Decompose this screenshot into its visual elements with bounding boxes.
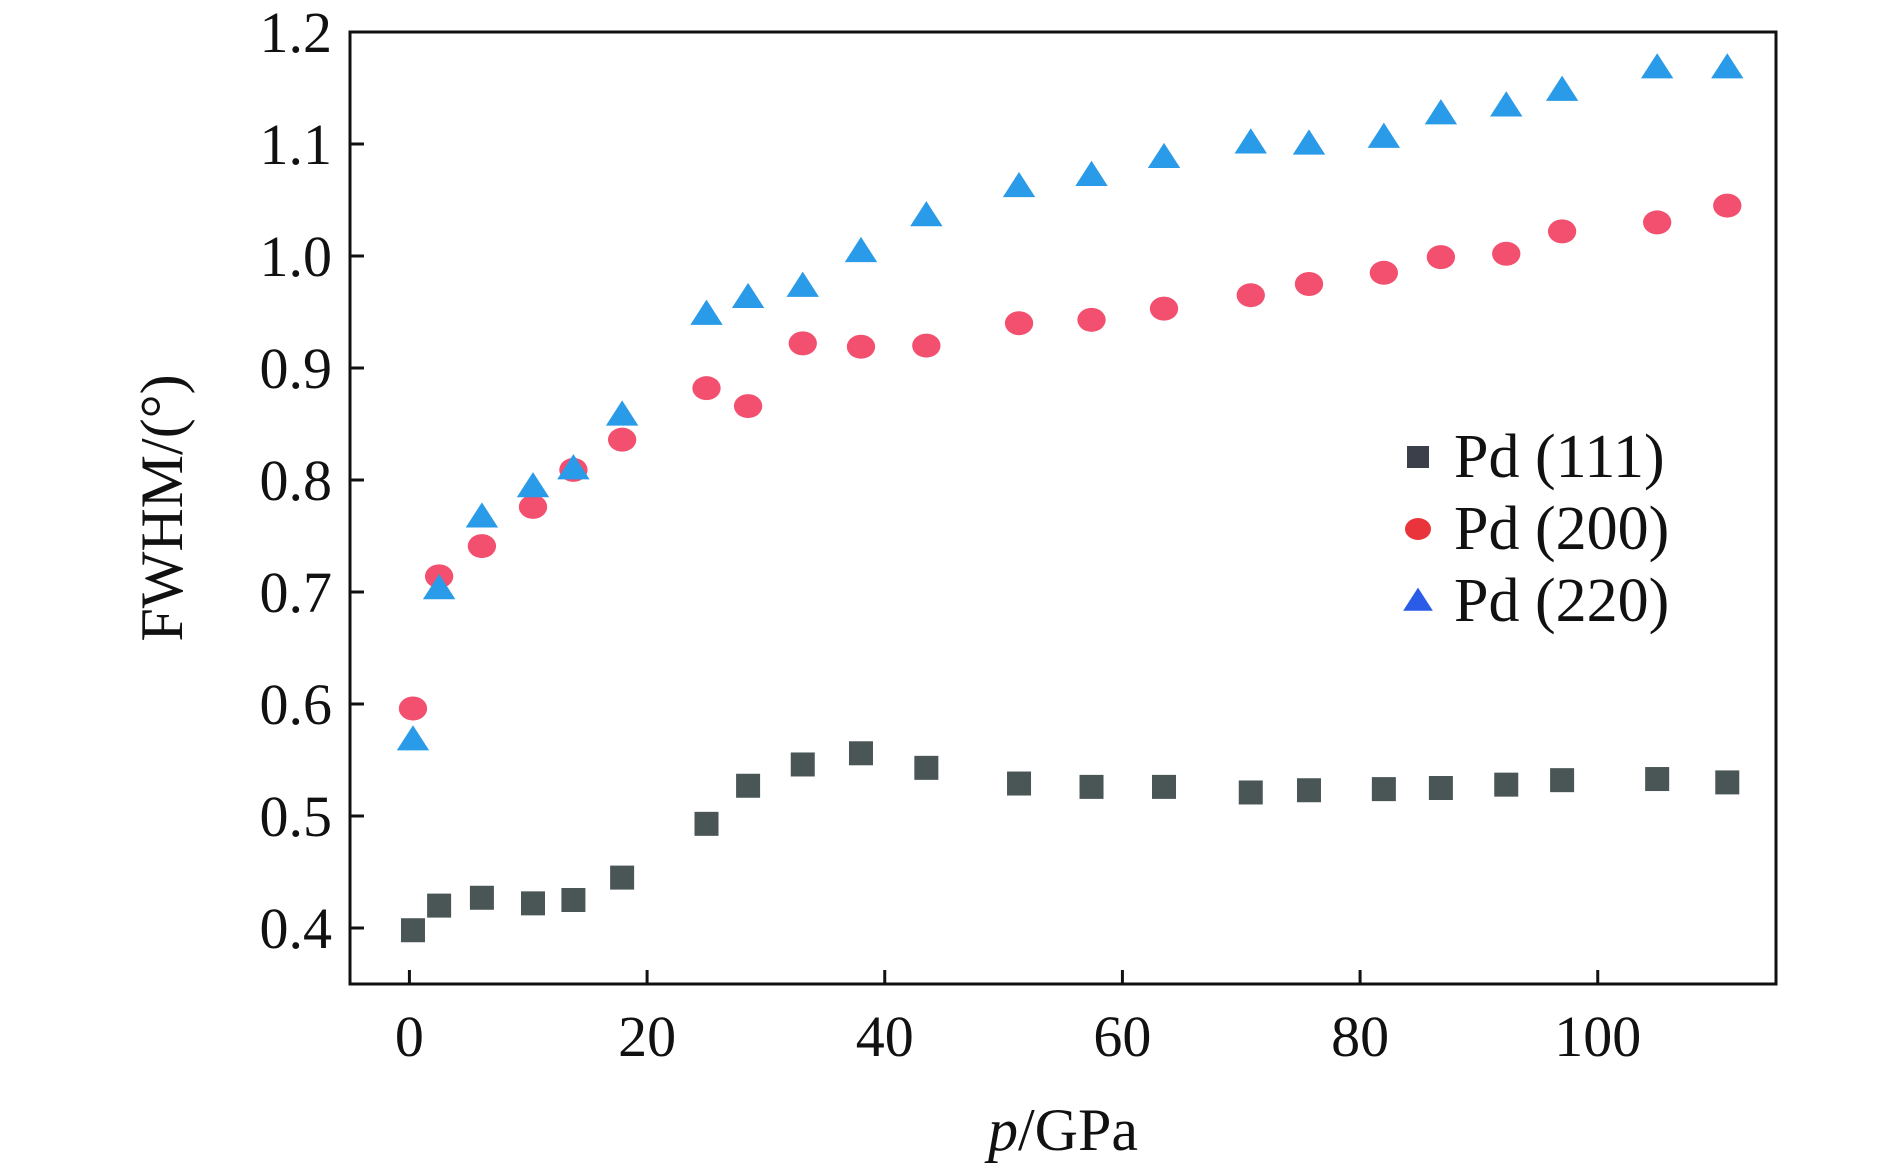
data-point-square xyxy=(694,811,719,836)
data-point-circle xyxy=(846,334,876,359)
data-point-triangle xyxy=(396,725,430,751)
data-point-circle xyxy=(1426,245,1456,270)
data-point-triangle xyxy=(1147,142,1181,169)
data-point-triangle xyxy=(1367,122,1401,148)
data-point-circle xyxy=(1547,219,1577,244)
legend: Pd (111)Pd (200)Pd (220) xyxy=(1403,423,1669,635)
data-point-triangle xyxy=(605,400,639,426)
data-point-square xyxy=(521,891,546,916)
data-point-triangle xyxy=(1711,53,1744,79)
data-point-triangle xyxy=(786,271,819,297)
series-triangle xyxy=(396,53,1744,751)
data-point-square xyxy=(1079,774,1104,799)
data-point-circle xyxy=(1149,296,1179,321)
data-point-square xyxy=(610,865,635,890)
x-tick-label: 40 xyxy=(856,1004,914,1069)
data-point-square xyxy=(561,888,586,912)
y-tick-label: 0.5 xyxy=(260,784,333,849)
data-point-triangle xyxy=(1490,91,1523,117)
data-point-circle xyxy=(1369,260,1399,285)
data-point-square xyxy=(790,752,815,777)
data-point-triangle xyxy=(1545,75,1579,101)
data-point-square xyxy=(914,755,939,780)
data-point-triangle xyxy=(1292,129,1326,155)
plot-frame xyxy=(348,30,1778,986)
data-point-triangle xyxy=(910,201,943,227)
legend-marker-triangle xyxy=(1403,587,1433,611)
data-point-square xyxy=(427,893,452,918)
legend-label: Pd (200) xyxy=(1454,495,1669,563)
data-point-circle xyxy=(398,696,428,721)
y-tick-label: 0.7 xyxy=(260,560,333,625)
data-point-square xyxy=(1550,768,1575,793)
data-point-circle xyxy=(607,427,637,452)
y-axis: 0.4 0.5 0.6 0.7 0.8 0.9 1.0 1.1 1.2 xyxy=(260,0,364,961)
data-point-triangle xyxy=(731,282,765,309)
data-point-circle xyxy=(733,394,763,419)
data-point-square xyxy=(1296,778,1321,803)
x-axis-title-italic: p xyxy=(984,1097,1018,1163)
x-tick-label: 100 xyxy=(1554,1004,1641,1069)
data-marks xyxy=(396,53,1744,943)
data-point-triangle xyxy=(1640,53,1674,79)
y-tick-label: 0.9 xyxy=(260,336,333,401)
legend-label: Pd (111) xyxy=(1454,423,1665,491)
data-point-circle xyxy=(1294,272,1324,296)
x-axis-title-unit: /GPa xyxy=(1018,1097,1138,1163)
data-point-square xyxy=(848,741,873,766)
data-point-circle xyxy=(1643,210,1672,235)
data-point-triangle xyxy=(1075,160,1108,186)
x-axis-title: p/GPa xyxy=(984,1097,1138,1163)
data-point-circle xyxy=(1004,311,1034,336)
series-square xyxy=(400,741,1740,943)
data-point-circle xyxy=(1077,307,1106,332)
data-point-triangle xyxy=(690,299,723,325)
data-point-square xyxy=(1494,772,1519,797)
data-point-triangle xyxy=(1424,99,1458,125)
data-point-triangle xyxy=(422,574,456,600)
x-tick-label: 20 xyxy=(618,1004,676,1069)
data-point-square xyxy=(400,918,425,943)
legend-marker-square xyxy=(1407,446,1429,468)
data-point-circle xyxy=(467,534,497,559)
x-tick-label: 60 xyxy=(1093,1004,1151,1069)
y-axis-title: FWHM/(°) xyxy=(129,374,195,641)
data-point-square xyxy=(1152,774,1177,799)
y-tick-label: 0.4 xyxy=(260,896,333,961)
series-circle xyxy=(398,193,1742,721)
legend-label: Pd (220) xyxy=(1454,567,1669,635)
data-point-square xyxy=(1428,776,1453,800)
data-point-circle xyxy=(518,494,548,519)
y-tick-label: 0.8 xyxy=(260,448,333,513)
data-point-triangle xyxy=(1002,171,1036,198)
x-tick-label: 80 xyxy=(1331,1004,1389,1069)
data-point-triangle xyxy=(557,454,590,480)
data-point-triangle xyxy=(844,236,878,263)
data-point-circle xyxy=(788,331,817,356)
legend-marker-circle xyxy=(1405,518,1431,540)
data-point-circle xyxy=(692,376,721,401)
y-tick-label: 0.6 xyxy=(260,672,333,737)
data-point-square xyxy=(1371,777,1396,802)
data-point-triangle xyxy=(516,472,550,498)
x-axis: 0 20 40 60 80 100 xyxy=(395,970,1641,1069)
data-point-circle xyxy=(1492,241,1521,266)
data-point-square xyxy=(1715,770,1740,795)
y-tick-label: 1.1 xyxy=(260,112,333,177)
data-point-square xyxy=(1007,771,1032,796)
data-point-square xyxy=(469,885,494,910)
data-point-circle xyxy=(1236,283,1265,308)
y-tick-label: 1.2 xyxy=(260,0,333,65)
data-point-triangle xyxy=(465,502,499,528)
y-tick-label: 1.0 xyxy=(260,224,333,289)
data-point-triangle xyxy=(1234,128,1267,154)
x-tick-label: 0 xyxy=(395,1004,424,1069)
data-point-circle xyxy=(1713,193,1742,218)
data-point-square xyxy=(736,773,761,798)
data-point-circle xyxy=(912,333,941,358)
data-point-square xyxy=(1238,780,1263,805)
data-point-square xyxy=(1645,767,1670,792)
